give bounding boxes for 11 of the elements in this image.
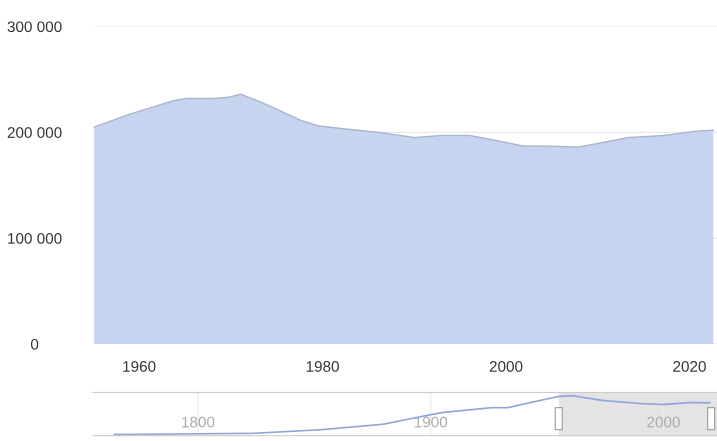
- x-tick-label: 1800: [182, 416, 214, 428]
- y-tick-label: 100 000: [8, 233, 62, 244]
- x-tick-label: 1980: [306, 361, 339, 372]
- x-tick-label: 2000: [647, 416, 680, 428]
- y-tick-label: 0: [30, 338, 38, 350]
- x-tick-label: 1960: [123, 361, 156, 372]
- x-tick-label: 1900: [414, 416, 448, 428]
- y-tick-label: 300 000: [8, 21, 62, 32]
- y-tick-label: 200 000: [8, 127, 62, 138]
- x-tick-label: 2020: [673, 361, 706, 372]
- x-tick-label: 2000: [490, 361, 522, 372]
